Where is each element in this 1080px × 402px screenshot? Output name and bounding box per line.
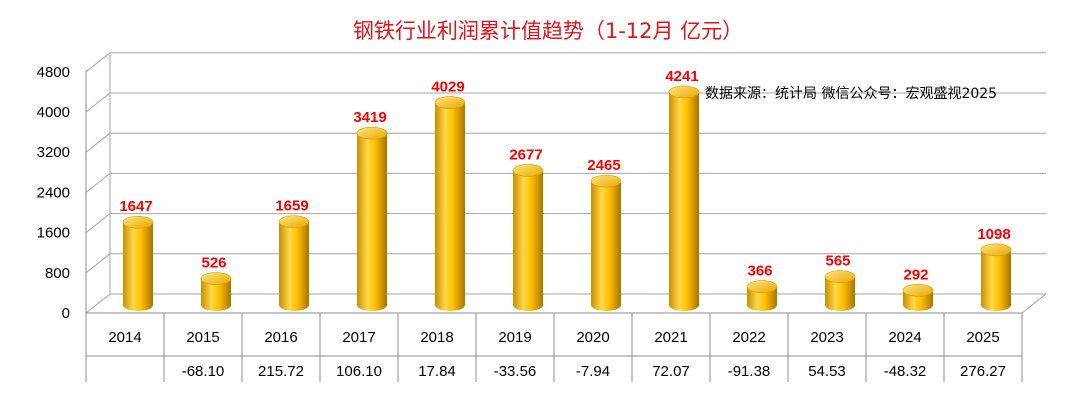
bar bbox=[668, 85, 700, 312]
table-cell: 72.07 bbox=[652, 363, 690, 380]
bar-top bbox=[746, 280, 778, 293]
x-tick-label: 2019 bbox=[498, 329, 531, 346]
y-tick-label: 0 bbox=[62, 305, 70, 322]
data-label: 4241 bbox=[665, 68, 698, 85]
plot-area: 0 800 1600 2400 3200 4000 4800 2014 1647 2015 -68.… bbox=[37, 52, 1047, 382]
bar-top bbox=[980, 243, 1012, 257]
x-tick-label: 2024 bbox=[888, 329, 921, 346]
gridline-side bbox=[85, 293, 111, 314]
table-cell: 54.53 bbox=[808, 363, 846, 380]
bar bbox=[200, 272, 232, 311]
x-tick-label: 2025 bbox=[966, 329, 999, 346]
bar-body bbox=[513, 170, 543, 311]
bar-body bbox=[435, 102, 465, 311]
bar bbox=[746, 280, 778, 311]
y-tick-label: 1600 bbox=[37, 225, 70, 242]
y-tick-label: 2400 bbox=[37, 184, 70, 201]
bar-body bbox=[981, 249, 1011, 311]
table-cell: -7.94 bbox=[576, 363, 610, 380]
bar-top bbox=[512, 164, 544, 177]
data-label: 2465 bbox=[587, 157, 620, 174]
data-label: 3419 bbox=[353, 109, 386, 126]
bar-body bbox=[591, 181, 621, 311]
y-tick-label: 800 bbox=[45, 265, 70, 282]
bar-body bbox=[201, 278, 231, 311]
bar bbox=[278, 215, 310, 311]
bar-top bbox=[824, 270, 856, 283]
chart-annotation: 数据来源：统计局 微信公众号：宏观盛视2025 bbox=[705, 86, 997, 102]
bar-body bbox=[747, 286, 777, 311]
floor-right-edge bbox=[1021, 293, 1047, 314]
x-tick-label: 2020 bbox=[576, 329, 609, 346]
bar bbox=[902, 284, 934, 311]
data-label: 1098 bbox=[977, 226, 1010, 243]
x-tick-label: 2021 bbox=[654, 329, 687, 346]
gridline-side bbox=[85, 132, 111, 153]
table-cell: -33.56 bbox=[494, 363, 537, 380]
bar-body bbox=[279, 221, 309, 311]
table-cell: -48.32 bbox=[884, 363, 927, 380]
table-cell: 106.10 bbox=[336, 363, 382, 380]
gridline-side bbox=[85, 213, 111, 233]
table-cell: -91.38 bbox=[728, 363, 771, 380]
bar bbox=[824, 270, 856, 311]
bar bbox=[356, 126, 388, 311]
bar-body bbox=[825, 276, 855, 311]
x-tick-label: 2023 bbox=[810, 329, 843, 346]
gridline-side bbox=[85, 52, 111, 73]
x-tick-label: 2017 bbox=[342, 329, 375, 346]
bar-body bbox=[669, 91, 699, 312]
table-cell: 215.72 bbox=[258, 363, 304, 380]
data-label: 4029 bbox=[431, 79, 464, 96]
bar-body bbox=[357, 133, 387, 311]
x-tick-label: 2015 bbox=[186, 329, 219, 346]
bar-top bbox=[590, 174, 622, 188]
bar-top bbox=[356, 126, 388, 140]
data-label: 565 bbox=[825, 253, 850, 270]
chart-title: 钢铁行业利润累计值趋势（1-12月 亿元） bbox=[353, 19, 743, 43]
data-label: 366 bbox=[747, 263, 772, 280]
gridline-side bbox=[85, 92, 111, 113]
bar-top bbox=[200, 272, 232, 285]
data-label: 292 bbox=[903, 266, 928, 283]
table-cell: 17.84 bbox=[418, 363, 456, 380]
bar-top bbox=[668, 85, 700, 99]
bar bbox=[512, 164, 544, 311]
y-tick-label: 4000 bbox=[37, 104, 70, 121]
gridline-side bbox=[85, 253, 111, 274]
x-tick-label: 2018 bbox=[420, 329, 453, 346]
x-tick-label: 2022 bbox=[732, 329, 765, 346]
data-label: 1659 bbox=[275, 198, 308, 215]
bar-top bbox=[434, 96, 466, 109]
bar bbox=[434, 96, 466, 311]
data-label: 2677 bbox=[509, 146, 542, 163]
bar-top bbox=[902, 284, 934, 297]
gridline-side bbox=[85, 173, 111, 193]
y-tick-label: 3200 bbox=[37, 144, 70, 161]
bar bbox=[122, 215, 154, 311]
bar-body bbox=[123, 222, 153, 311]
bar bbox=[590, 174, 622, 311]
y-tick-label: 4800 bbox=[37, 64, 70, 81]
x-tick-label: 2016 bbox=[264, 329, 297, 346]
x-tick-label: 2014 bbox=[108, 329, 141, 346]
data-label: 526 bbox=[201, 255, 226, 272]
data-label: 1647 bbox=[119, 198, 152, 215]
bar bbox=[980, 243, 1012, 311]
bar-top bbox=[122, 215, 154, 229]
table-cell: 276.27 bbox=[960, 363, 1006, 380]
table-cell: -68.10 bbox=[182, 363, 225, 380]
bar-top bbox=[278, 215, 310, 228]
